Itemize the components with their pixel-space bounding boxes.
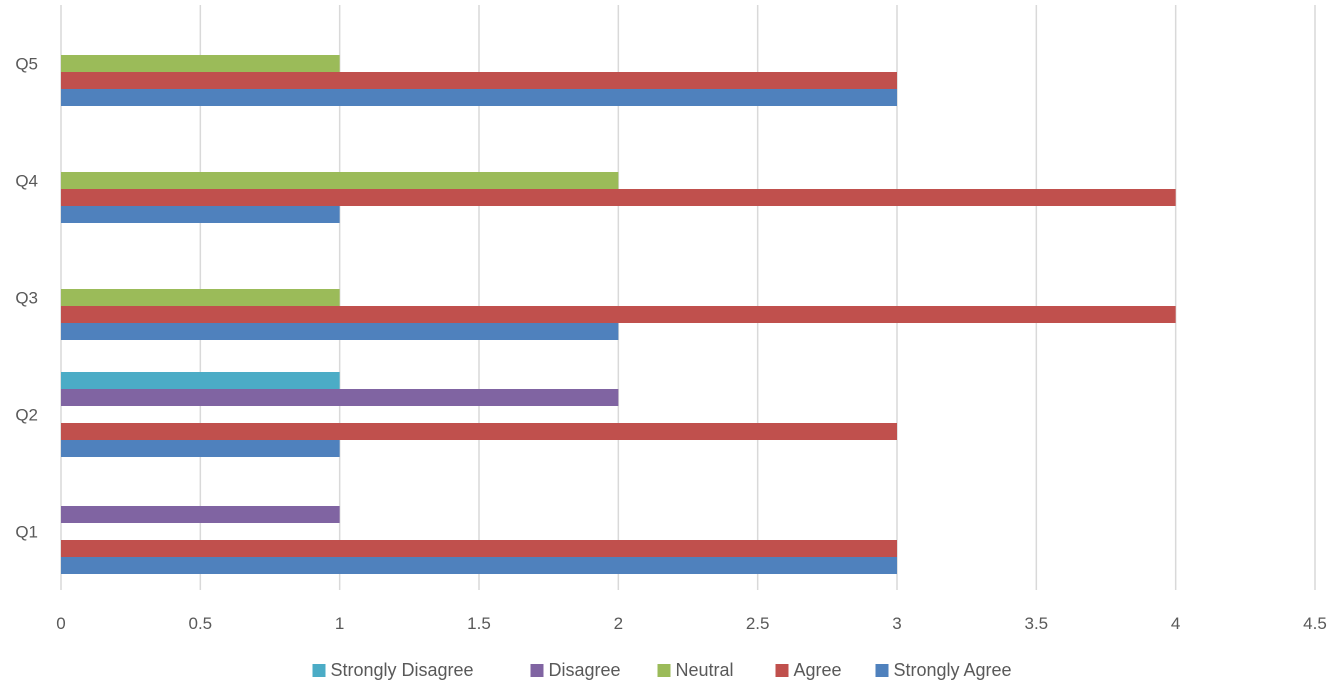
legend-label: Neutral bbox=[676, 660, 734, 680]
y-tick-label: Q1 bbox=[15, 523, 38, 542]
bars bbox=[61, 55, 1176, 574]
bar-q5-neutral bbox=[61, 55, 340, 72]
legend: Strongly Disagree Disagree Neutral Agree Str… bbox=[312, 660, 1012, 680]
x-tick-label: 1.5 bbox=[467, 614, 491, 633]
bar-q2-strongly-disagree bbox=[61, 372, 340, 389]
y-axis-ticks: Q1 Q2 Q3 Q4 Q5 bbox=[15, 55, 38, 542]
x-tick-label: 4.5 bbox=[1303, 614, 1327, 633]
x-tick-label: 0.5 bbox=[189, 614, 213, 633]
legend-swatch-neutral bbox=[657, 664, 671, 677]
legend-swatch-agree bbox=[775, 664, 789, 677]
legend-swatch-strongly-agree bbox=[875, 664, 889, 677]
x-tick-label: 0 bbox=[56, 614, 65, 633]
bar-q4-agree bbox=[61, 189, 1176, 206]
y-tick-label: Q2 bbox=[15, 406, 38, 425]
x-tick-label: 1 bbox=[335, 614, 344, 633]
y-tick-label: Q5 bbox=[15, 55, 38, 74]
y-tick-label: Q3 bbox=[15, 289, 38, 308]
x-tick-label: 2 bbox=[614, 614, 623, 633]
legend-label: Agree bbox=[794, 660, 842, 680]
bar-q5-agree bbox=[61, 72, 897, 89]
bar-q5-strongly-agree bbox=[61, 89, 897, 106]
bar-q3-strongly-agree bbox=[61, 323, 619, 340]
bar-q4-strongly-agree bbox=[61, 206, 340, 223]
bar-q1-strongly-agree bbox=[61, 557, 897, 574]
x-tick-label: 4 bbox=[1171, 614, 1180, 633]
x-tick-label: 3.5 bbox=[1025, 614, 1049, 633]
legend-label: Strongly Agree bbox=[894, 660, 1012, 680]
bar-q2-disagree bbox=[61, 389, 619, 406]
bar-q3-agree bbox=[61, 306, 1176, 323]
bar-q3-neutral bbox=[61, 289, 340, 306]
legend-label: Disagree bbox=[549, 660, 621, 680]
x-tick-label: 3 bbox=[892, 614, 901, 633]
legend-swatch-disagree bbox=[530, 664, 544, 677]
bar-q2-agree bbox=[61, 423, 897, 440]
bar-q1-agree bbox=[61, 540, 897, 557]
bar-q1-disagree bbox=[61, 506, 340, 523]
y-tick-label: Q4 bbox=[15, 172, 38, 191]
legend-label: Strongly Disagree bbox=[331, 660, 474, 680]
bar-q2-strongly-agree bbox=[61, 440, 340, 457]
legend-swatch-strongly-disagree bbox=[312, 664, 326, 677]
bar-q4-neutral bbox=[61, 172, 619, 189]
x-tick-label: 2.5 bbox=[746, 614, 770, 633]
x-axis-ticks: 0 0.5 1 1.5 2 2.5 3 3.5 4 4.5 bbox=[56, 614, 1327, 633]
